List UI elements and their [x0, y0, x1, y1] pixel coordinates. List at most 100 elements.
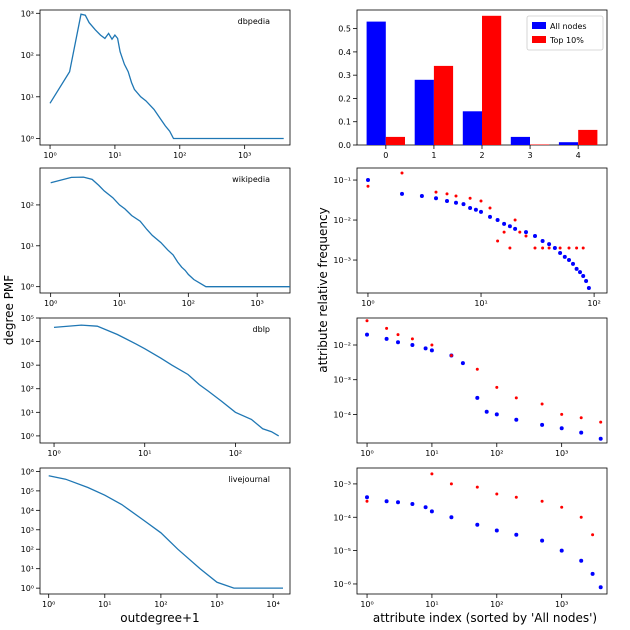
dblp-degree-title: dblp	[253, 325, 270, 334]
wikipedia-attr-ytick-label: 10⁻³	[333, 256, 351, 265]
wikipedia-attr-point-all-nodes	[488, 214, 492, 219]
wikipedia-attr-point-all-nodes	[574, 266, 579, 271]
livejournal-attr-xtick-label: 10⁰	[360, 600, 373, 609]
wikipedia-attr-point-top10	[581, 246, 585, 250]
livejournal-attr-frame	[356, 467, 608, 595]
wikipedia-degree-series-line	[50, 176, 290, 288]
wikipedia-attr-point-top10	[434, 190, 438, 194]
wikipedia-degree-xtick-label: 10⁰	[44, 299, 57, 308]
wikipedia-attr-ytick-label: 10⁻²	[333, 216, 351, 225]
dbpedia-attr-ytick-label: 0.3	[338, 71, 351, 80]
dbpedia-attr-ytick-label: 0.5	[338, 25, 351, 34]
livejournal-degree-ytick-label: 10⁰	[21, 584, 34, 593]
dbpedia-attr-xtick-label: 4	[576, 151, 581, 160]
wikipedia-attr-point-all-nodes	[507, 224, 512, 229]
wikipedia-attr-point-all-nodes	[502, 221, 507, 226]
dblp-attr-point-top10	[385, 326, 389, 330]
wikipedia-attr-point-all-nodes	[533, 234, 537, 238]
dbpedia-degree-xtick-label: 10²	[173, 151, 186, 160]
livejournal-degree-ytick-label: 10³	[21, 526, 34, 535]
wikipedia-attr-point-all-nodes	[400, 191, 404, 196]
livejournal-attr-ytick-label: 10⁻⁶	[333, 580, 351, 589]
dblp-attr-point-all-nodes	[384, 336, 389, 341]
dbpedia-attr-ytick-label: 0.0	[338, 141, 351, 150]
livejournal-attr-point-top10	[514, 495, 518, 499]
wikipedia-attr-point-top10	[567, 246, 571, 250]
wikipedia-attr-point-all-nodes	[366, 178, 370, 182]
livejournal-attr-point-all-nodes	[384, 499, 389, 504]
dbpedia-degree-ytick-label: 10³	[21, 9, 34, 18]
dblp-attr-xtick-label: 10¹	[425, 449, 438, 458]
wikipedia-attr-point-top10	[524, 234, 528, 238]
dblp-attr-point-top10	[365, 319, 369, 323]
dblp-attr-xtick-label: 10⁰	[360, 449, 373, 458]
dblp-degree-ytick-label: 10²	[21, 385, 34, 394]
panel-wikipedia-degree: 10⁰ 10¹ 10² 10⁰ 10¹ 10² 10³ wikipedia	[21, 167, 291, 308]
dblp-degree-frame	[39, 317, 291, 444]
dbpedia-attr-legend-label: All nodes	[550, 22, 587, 31]
dblp-attr-point-all-nodes	[579, 430, 584, 435]
wikipedia-attr-point-all-nodes	[584, 279, 589, 283]
dblp-attr-point-all-nodes	[410, 343, 415, 347]
wikipedia-attr-point-all-nodes	[578, 270, 582, 275]
dblp-attr-point-top10	[579, 416, 583, 420]
panel-dblp-attr: 10⁻² 10⁻³ 10⁻⁴ 10⁰ 10¹ 10² 10³	[333, 317, 608, 458]
dbpedia-attr-legend-swatch	[532, 22, 546, 29]
wikipedia-attr-xtick-label: 10⁰	[361, 299, 374, 308]
livejournal-degree-ytick-label: 10⁵	[21, 487, 34, 496]
dbpedia-degree-series-line	[49, 13, 284, 140]
dblp-attr-ytick-label: 10⁻⁴	[333, 410, 351, 419]
wikipedia-attr-point-top10	[496, 239, 500, 243]
dbpedia-attr-bar-all-nodes	[414, 79, 434, 145]
panel-dblp-degree: 10⁰ 10¹ 10² 10³ 10⁴ 10⁵ 10⁰ 10¹ 10² dblp	[21, 314, 291, 458]
dblp-attr-xtick-label: 10³	[555, 449, 568, 458]
wikipedia-attr-point-top10	[454, 194, 458, 198]
wikipedia-attr-point-all-nodes	[586, 286, 591, 290]
livejournal-degree-ytick-label: 10²	[21, 545, 34, 554]
dbpedia-degree-ytick-label: 10¹	[21, 93, 34, 102]
livejournal-attr-ytick-label: 10⁻⁴	[333, 513, 351, 522]
dbpedia-attr-xtick-label: 3	[528, 151, 533, 160]
livejournal-attr-point-all-nodes	[598, 585, 603, 590]
dblp-attr-point-all-nodes	[429, 348, 434, 353]
wikipedia-attr-xtick-label: 10¹	[474, 299, 487, 308]
dblp-attr-point-top10	[540, 402, 544, 406]
dbpedia-degree-frame	[39, 9, 291, 146]
livejournal-attr-point-all-nodes	[410, 502, 415, 506]
livejournal-attr-point-all-nodes	[559, 548, 564, 553]
wikipedia-attr-xtick-label: 10²	[587, 299, 600, 308]
livejournal-attr-point-top10	[449, 482, 453, 486]
wikipedia-attr-point-all-nodes	[479, 209, 483, 214]
dbpedia-attr-legend-label: Top 10%	[549, 36, 584, 45]
wikipedia-attr-point-top10	[558, 246, 562, 250]
livejournal-degree-xtick-label: 10¹	[98, 600, 111, 609]
dbpedia-degree-ytick-label: 10²	[21, 51, 34, 60]
livejournal-attr-xtick-label: 10³	[555, 600, 568, 609]
dbpedia-attr-bar-all-nodes	[558, 142, 579, 145]
livejournal-attr-ytick-label: 10⁻⁵	[333, 547, 351, 556]
dblp-attr-ytick-label: 10⁻³	[333, 376, 351, 385]
dblp-degree-ytick-label: 10⁵	[21, 314, 34, 323]
dblp-attr-point-top10	[560, 412, 564, 416]
dbpedia-degree-xtick-label: 10¹	[108, 151, 121, 160]
livejournal-attr-point-all-nodes	[423, 505, 428, 510]
wikipedia-attr-point-top10	[541, 246, 545, 250]
wikipedia-degree-ytick-label: 10⁰	[21, 283, 34, 292]
livejournal-attr-point-top10	[365, 499, 369, 503]
dblp-attr-frame	[356, 317, 608, 444]
dbpedia-attr-xtick-label: 2	[479, 151, 484, 160]
dblp-attr-ytick-label: 10⁻²	[333, 341, 351, 350]
wikipedia-attr-point-top10	[366, 184, 370, 188]
dblp-attr-point-all-nodes	[484, 409, 489, 414]
dblp-attr-point-top10	[599, 420, 603, 424]
dblp-attr-point-top10	[514, 396, 518, 400]
dbpedia-attr-bar-all-nodes	[366, 21, 386, 146]
dbpedia-attr-bar-top10	[433, 65, 454, 145]
wikipedia-attr-point-top10	[513, 218, 517, 222]
livejournal-attr-xtick-label: 10²	[490, 600, 503, 609]
wikipedia-degree-title: wikipedia	[232, 175, 270, 184]
dbpedia-degree-xtick-label: 10³	[238, 151, 251, 160]
wikipedia-attr-point-all-nodes	[581, 274, 586, 278]
wikipedia-degree-xtick-label: 10³	[250, 299, 263, 308]
